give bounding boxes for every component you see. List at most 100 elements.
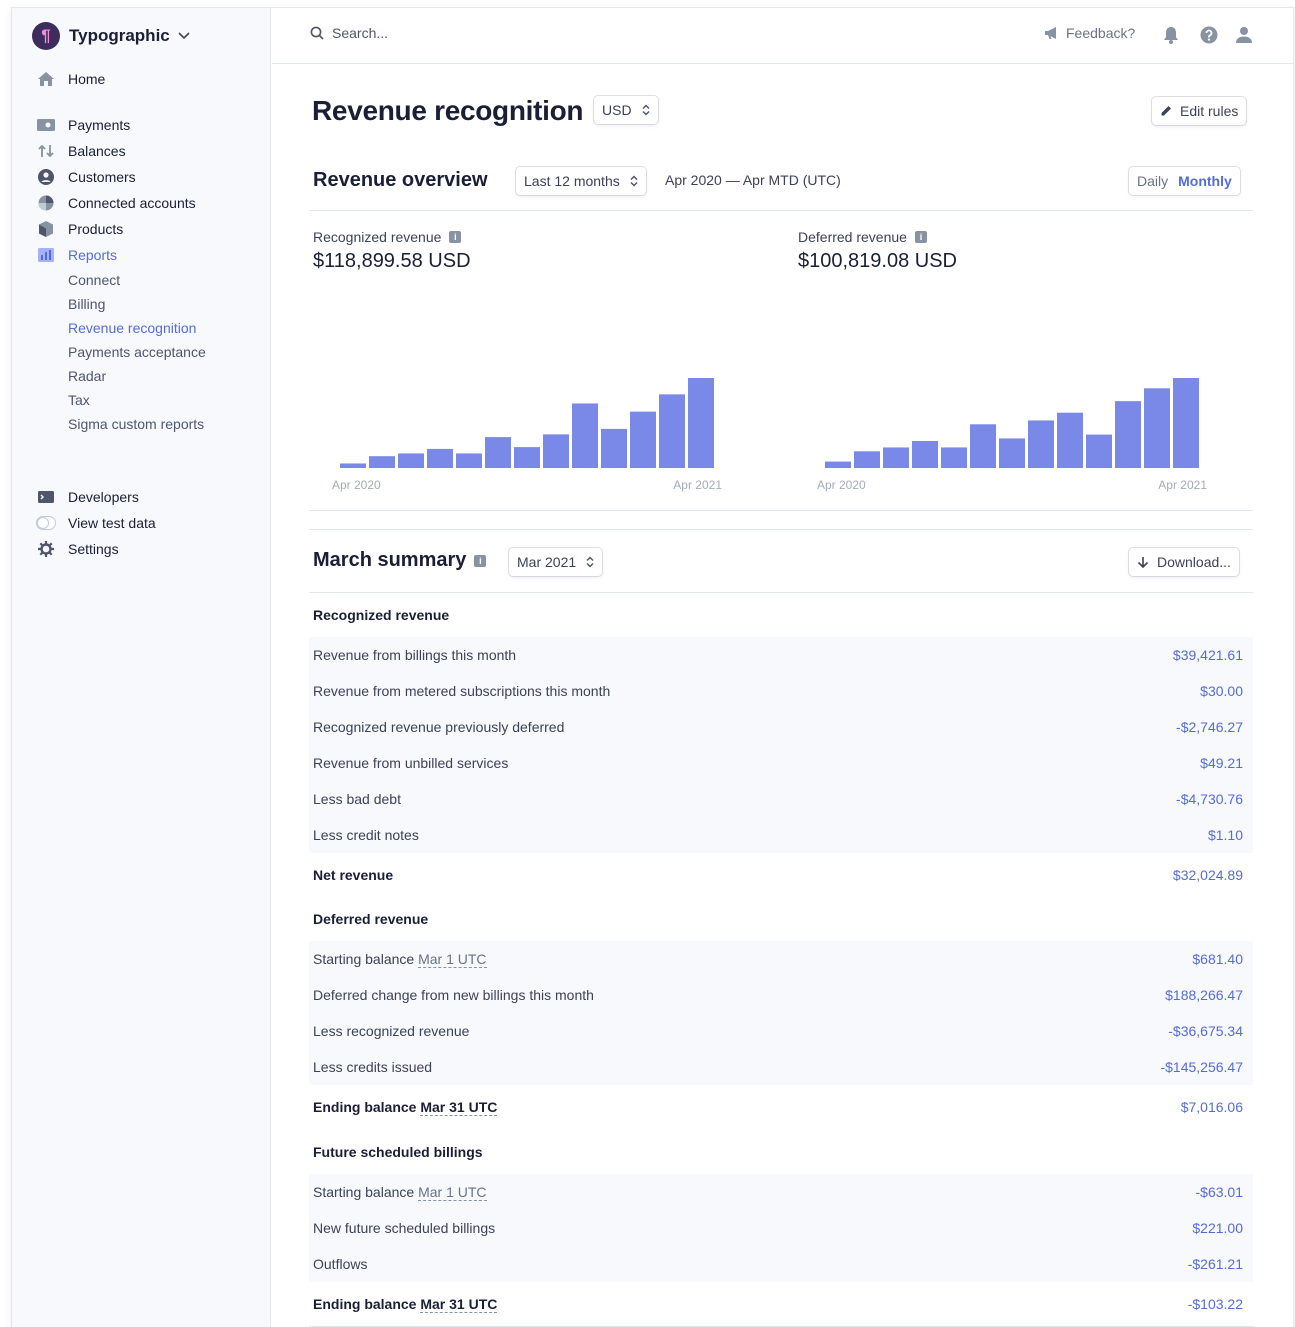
chart-bar[interactable] — [1115, 401, 1141, 468]
row-value[interactable]: -$63.01 — [1195, 1184, 1243, 1200]
row-value[interactable]: -$4,730.76 — [1176, 791, 1243, 807]
chart-bar[interactable] — [941, 447, 967, 468]
row-label-text: Starting balance — [313, 1184, 415, 1200]
account-switcher[interactable]: ¶ Typographic — [32, 22, 190, 50]
sidebar-item-developers[interactable]: Developers — [36, 487, 139, 507]
date-tooltip-trigger[interactable]: Mar 31 UTC — [420, 1099, 498, 1116]
chart-bar[interactable] — [999, 438, 1025, 468]
chart-bar[interactable] — [485, 437, 511, 468]
chart-bar[interactable] — [543, 434, 569, 468]
chart-bar[interactable] — [456, 453, 482, 468]
chart-bar[interactable] — [1086, 434, 1112, 468]
chart-bar[interactable] — [854, 451, 880, 468]
chart-bar[interactable] — [572, 403, 598, 468]
app-window: ¶ Typographic Home Payments Balances — [12, 8, 1293, 1327]
sort-arrows-icon — [586, 556, 594, 568]
deferred-group-title: Deferred revenue — [313, 911, 429, 927]
sidebar-item-reports[interactable]: Reports — [36, 245, 117, 265]
sidebar-item-home[interactable]: Home — [36, 69, 105, 89]
feedback-button[interactable]: Feedback? — [1044, 25, 1135, 41]
sidebar-item-customers[interactable]: Customers — [36, 167, 136, 187]
toggle-switch[interactable] — [36, 515, 56, 531]
month-select-value: Mar 2021 — [517, 554, 577, 570]
chart-bar[interactable] — [369, 456, 395, 468]
chart-bar[interactable] — [1144, 388, 1170, 468]
interval-daily[interactable]: Daily — [1137, 173, 1169, 189]
user-icon[interactable] — [1234, 25, 1254, 45]
chart-bar[interactable] — [1028, 420, 1054, 468]
sidebar-item-connected-accounts[interactable]: Connected accounts — [36, 193, 196, 213]
info-icon[interactable]: i — [474, 554, 487, 567]
sidebar-subitem-connect[interactable]: Connect — [68, 272, 121, 288]
row-value[interactable]: $30.00 — [1200, 683, 1243, 699]
row-value[interactable]: -$261.21 — [1187, 1256, 1243, 1272]
edit-rules-button[interactable]: Edit rules — [1152, 97, 1247, 125]
row-label-text: Ending balance — [313, 1296, 417, 1312]
search-input[interactable]: Search... — [310, 25, 388, 41]
sidebar-item-label: Balances — [68, 143, 126, 159]
sidebar-subitem-billing[interactable]: Billing — [68, 296, 106, 312]
date-tooltip-trigger[interactable]: Mar 1 UTC — [418, 951, 487, 968]
row-label: Ending balance Mar 31 UTC — [313, 1099, 498, 1116]
sidebar-subitem-tax[interactable]: Tax — [68, 392, 90, 408]
ending-balance-row: Ending balance Mar 31 UTC $7,016.06 — [309, 1089, 1253, 1125]
sidebar-item-products[interactable]: Products — [36, 219, 123, 239]
chart-bar[interactable] — [427, 448, 453, 468]
chart-bar[interactable] — [1173, 378, 1199, 468]
date-tooltip-trigger[interactable]: Mar 1 UTC — [418, 1184, 487, 1201]
info-icon[interactable]: i — [914, 231, 927, 243]
chart-bar[interactable] — [514, 447, 540, 468]
products-icon — [36, 221, 56, 237]
row-value[interactable]: $32,024.89 — [1172, 867, 1243, 883]
summary-title: March summary i — [313, 549, 487, 572]
sidebar-subitem-sigma-custom-reports[interactable]: Sigma custom reports — [68, 416, 205, 432]
sidebar-item-balances[interactable]: Balances — [36, 141, 126, 161]
row-value[interactable]: $7,016.06 — [1180, 1099, 1243, 1115]
chart-bar[interactable] — [970, 424, 996, 468]
help-icon[interactable] — [1199, 25, 1219, 45]
chart-bar[interactable] — [912, 441, 938, 468]
row-value[interactable]: -$145,256.47 — [1160, 1059, 1243, 1075]
date-tooltip-trigger[interactable]: Mar 31 UTC — [420, 1296, 498, 1313]
sidebar-subitem-payments-acceptance[interactable]: Payments acceptance — [68, 344, 206, 360]
interval-toggle[interactable]: Daily Monthly — [1129, 167, 1240, 195]
bell-icon[interactable] — [1161, 25, 1181, 45]
row-value[interactable]: $49.21 — [1200, 755, 1243, 771]
row-value[interactable]: -$36,675.34 — [1168, 1023, 1243, 1039]
sidebar-item-settings[interactable]: Settings — [36, 539, 119, 559]
row-value[interactable]: -$2,746.27 — [1176, 719, 1243, 735]
search-icon — [310, 26, 324, 40]
interval-monthly[interactable]: Monthly — [1178, 173, 1232, 189]
chart-bar[interactable] — [601, 428, 627, 468]
row-label: Recognized revenue previously deferred — [313, 719, 565, 735]
month-select[interactable]: Mar 2021 — [509, 548, 603, 576]
chart-bar[interactable] — [659, 394, 685, 468]
balances-icon — [36, 143, 56, 159]
sidebar-subitem-revenue-recognition[interactable]: Revenue recognition — [68, 320, 197, 336]
row-value[interactable]: $681.40 — [1192, 951, 1243, 967]
view-test-data-toggle[interactable]: View test data — [36, 513, 156, 533]
row-label: Less recognized revenue — [313, 1023, 470, 1039]
row-value[interactable]: -$103.22 — [1187, 1296, 1243, 1312]
table-row: New future scheduled billings $221.00 — [309, 1210, 1253, 1246]
range-select[interactable]: Last 12 months — [516, 167, 646, 195]
chart-bar[interactable] — [340, 463, 366, 468]
sidebar-item-payments[interactable]: Payments — [36, 115, 130, 135]
chart-bar[interactable] — [1057, 412, 1083, 468]
divider — [309, 529, 1253, 530]
payments-icon — [36, 117, 56, 133]
chart-bar[interactable] — [630, 411, 656, 468]
row-value[interactable]: $1.10 — [1207, 827, 1243, 843]
chart-bar[interactable] — [883, 447, 909, 468]
summary-title-text: March summary — [313, 549, 467, 571]
row-value[interactable]: $221.00 — [1192, 1220, 1243, 1236]
row-value[interactable]: $39,421.61 — [1172, 647, 1243, 663]
currency-select[interactable]: USD — [594, 96, 658, 124]
chart-bar[interactable] — [688, 378, 714, 468]
chart-bar[interactable] — [398, 453, 424, 468]
download-button[interactable]: Download... — [1129, 548, 1239, 576]
info-icon[interactable]: i — [449, 231, 462, 243]
chart-bar[interactable] — [825, 461, 851, 468]
row-value[interactable]: $188,266.47 — [1165, 987, 1243, 1003]
sidebar-subitem-radar[interactable]: Radar — [68, 368, 107, 384]
